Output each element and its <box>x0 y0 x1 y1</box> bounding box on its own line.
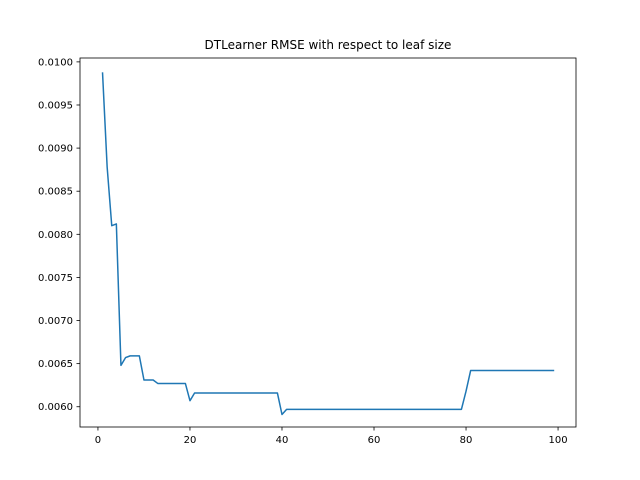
axes: 0 20 40 60 80 100 0.0060 0.0065 0.0070 0.0075 0.00… <box>38 57 577 446</box>
x-tick-label: 40 <box>276 435 289 446</box>
y-tick-label: 0.0090 <box>38 144 73 155</box>
y-tick-label: 0.0100 <box>38 57 73 68</box>
y-tick-label: 0.0095 <box>38 100 73 111</box>
chart-title: DTLearner RMSE with respect to leaf size <box>205 38 452 52</box>
y-tick-label: 0.0065 <box>38 359 73 370</box>
x-tick-label: 60 <box>368 435 381 446</box>
axes-frame <box>79 57 577 428</box>
x-tick-label: 100 <box>549 435 568 446</box>
y-tick-label: 0.0085 <box>38 187 73 198</box>
series-line-0 <box>101 72 555 416</box>
y-tick-label: 0.0060 <box>38 402 73 413</box>
x-tick-label: 80 <box>460 435 473 446</box>
plot-area <box>101 72 555 416</box>
x-tick-label: 20 <box>184 435 197 446</box>
y-tick-label: 0.0070 <box>38 316 73 327</box>
x-tick-label: 0 <box>95 435 101 446</box>
y-tick-label: 0.0075 <box>38 273 73 284</box>
y-tick-label: 0.0080 <box>38 230 73 241</box>
